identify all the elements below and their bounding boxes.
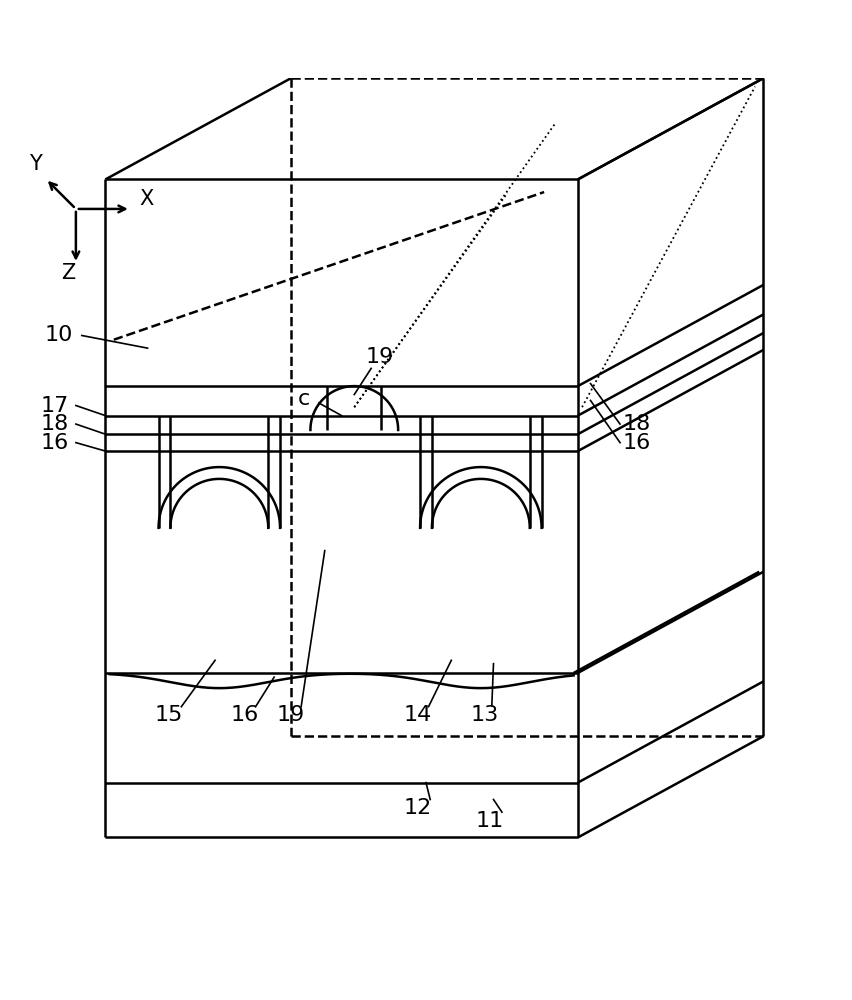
Text: 16: 16 bbox=[623, 433, 651, 453]
Text: 19: 19 bbox=[366, 347, 394, 367]
Text: c: c bbox=[297, 389, 310, 409]
Text: X: X bbox=[139, 189, 153, 209]
Text: 11: 11 bbox=[475, 811, 504, 831]
Text: 19: 19 bbox=[277, 705, 305, 725]
Text: 16: 16 bbox=[41, 433, 69, 453]
Text: Z: Z bbox=[60, 263, 75, 283]
Text: Y: Y bbox=[29, 154, 42, 174]
Text: 17: 17 bbox=[41, 396, 69, 416]
Text: 14: 14 bbox=[404, 705, 432, 725]
Text: 12: 12 bbox=[404, 798, 432, 818]
Text: 15: 15 bbox=[154, 705, 183, 725]
Text: 18: 18 bbox=[623, 414, 651, 434]
Text: 16: 16 bbox=[231, 705, 259, 725]
Text: 18: 18 bbox=[41, 414, 69, 434]
Text: 10: 10 bbox=[45, 325, 73, 345]
Text: 13: 13 bbox=[471, 705, 499, 725]
